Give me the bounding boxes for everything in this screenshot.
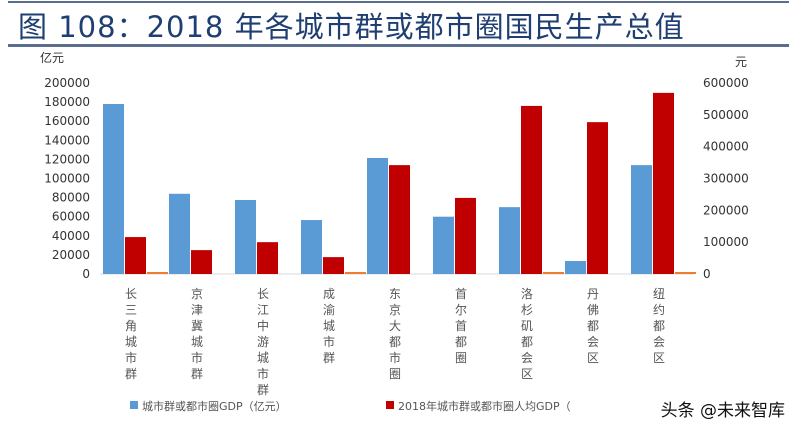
bar-1: [631, 165, 652, 274]
legend-label: 城市群或都市圈GDP（亿元）: [142, 399, 287, 413]
left-axis-tick: 160000: [44, 114, 90, 128]
bar-2: [125, 237, 146, 274]
bar-2: [521, 105, 542, 274]
bar-2: [191, 250, 212, 274]
bar-1: [103, 104, 124, 274]
left-axis-tick: 120000: [44, 152, 90, 166]
bar-3: [543, 272, 564, 274]
bar-2: [455, 197, 476, 274]
right-axis-tick: 400000: [703, 140, 749, 154]
left-axis-tick: 0: [82, 267, 90, 281]
title-top-rule: [8, 1, 789, 3]
watermark: 头条 @未来智库: [658, 396, 787, 421]
right-axis-tick: 300000: [703, 172, 749, 186]
right-axis-tick: 0: [703, 267, 711, 281]
category-label: 京津冀城市群: [191, 287, 203, 381]
bar-2: [389, 165, 410, 274]
bar-1: [367, 157, 388, 274]
bar-1: [565, 261, 586, 274]
bar-1: [301, 220, 322, 274]
right-axis-tick: 200000: [703, 203, 749, 217]
chart-title: 图 108：2018 年各城市群或都市圈国民生产总值: [18, 10, 685, 44]
category-label: 成渝城市群: [323, 287, 335, 365]
bar-2: [653, 92, 674, 274]
legend-swatch: [130, 401, 138, 409]
bar-1: [235, 199, 256, 274]
right-axis-tick: 600000: [703, 76, 749, 90]
bar-1: [433, 216, 454, 274]
right-axis-tick: 100000: [703, 235, 749, 249]
bar-2: [587, 122, 608, 274]
left-axis-unit: 亿元: [40, 50, 64, 65]
bar-3: [675, 272, 696, 274]
bar-2: [257, 242, 278, 274]
left-axis-tick: 60000: [52, 210, 90, 224]
left-axis-tick: 100000: [44, 172, 90, 186]
left-axis-tick: 20000: [52, 248, 90, 262]
legend-swatch: [386, 401, 394, 409]
category-label: 洛杉矶都会区: [521, 286, 533, 381]
bar-1: [499, 207, 520, 274]
bar-1: [169, 193, 190, 274]
left-axis-tick: 40000: [52, 229, 90, 243]
category-label: 长三角城市群: [125, 287, 137, 381]
left-axis-tick: 80000: [52, 191, 90, 205]
category-label: 长江中游城市群: [257, 287, 269, 397]
left-axis-tick: 180000: [44, 95, 90, 109]
left-axis-tick: 140000: [44, 133, 90, 147]
category-label: 首尔首都圈: [455, 287, 467, 365]
category-label: 东京大都市圈: [389, 287, 401, 381]
bar-3: [345, 272, 366, 274]
title-bottom-rule: [8, 44, 789, 47]
right-axis-unit: 元: [735, 55, 747, 69]
bar-2: [323, 257, 344, 274]
right-axis-tick: 500000: [703, 108, 749, 122]
category-label: 纽约都会区: [653, 287, 665, 365]
category-label: 丹佛都会区: [587, 287, 599, 365]
legend-label: 2018年城市群或都市圈人均GDP（: [398, 399, 571, 413]
bar-3: [147, 272, 168, 274]
left-axis-tick: 200000: [44, 76, 90, 90]
